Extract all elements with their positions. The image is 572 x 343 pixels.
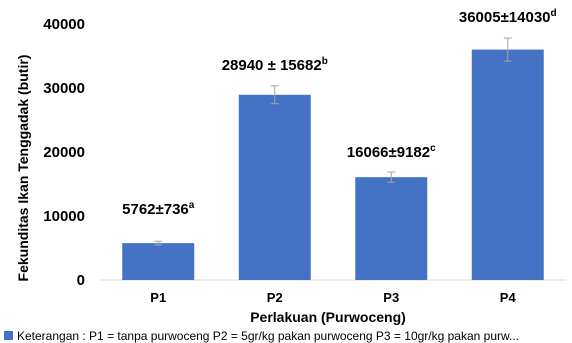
bar-p4 <box>471 49 544 281</box>
y-tick-label: 10000 <box>43 208 85 225</box>
x-axis-title: Perlakuan (Purwoceng) <box>250 309 406 325</box>
bar-p1 <box>122 243 195 280</box>
y-axis-ticks: 0 10000 20000 30000 40000 <box>43 16 85 289</box>
x-tick-label-p3: P3 <box>383 290 399 305</box>
data-label-superscript: a <box>189 200 195 211</box>
error-bar-p2 <box>270 85 279 105</box>
error-bar-p4 <box>503 37 512 62</box>
data-label-p1: 5762±736a <box>122 200 195 218</box>
data-label-superscript: c <box>430 143 436 154</box>
data-label-superscript: b <box>322 56 328 67</box>
y-tick-label: 40000 <box>43 16 85 33</box>
bar-p3 <box>355 177 428 280</box>
error-bar-p1 <box>154 240 163 246</box>
data-label-value: 36005±14030 <box>459 9 551 26</box>
y-axis-title: Fekunditas Ikan Tenggadak (butir) <box>15 55 31 282</box>
x-tick-label-p2: P2 <box>267 290 283 305</box>
x-tick-label-p4: P4 <box>500 290 517 305</box>
error-bar-p3 <box>387 171 396 183</box>
legend-text: Keterangan : P1 = tanpa purwoceng P2 = 5… <box>17 329 519 343</box>
bars <box>122 49 544 281</box>
data-label-superscript: d <box>551 8 557 19</box>
data-label-p4: 36005±14030d <box>459 8 557 26</box>
bar-p2 <box>238 94 311 280</box>
data-labels: 5762±736a 28940 ± 15682b 16066±9182c 36005±… <box>122 8 556 218</box>
y-tick-label: 0 <box>77 272 85 289</box>
error-bars <box>154 37 512 246</box>
data-label-value: 28940 ± 15682 <box>222 57 322 74</box>
legend-swatch <box>4 331 13 340</box>
y-tick-label: 20000 <box>43 144 85 161</box>
x-tick-label-p1: P1 <box>150 290 166 305</box>
x-axis-ticks: P1 P2 P3 P4 <box>150 290 516 305</box>
data-label-p2: 28940 ± 15682b <box>222 56 328 74</box>
y-tick-label: 30000 <box>43 80 85 97</box>
data-label-value: 5762±736 <box>122 201 189 218</box>
data-label-value: 16066±9182 <box>347 144 430 161</box>
data-label-p3: 16066±9182c <box>347 143 436 161</box>
